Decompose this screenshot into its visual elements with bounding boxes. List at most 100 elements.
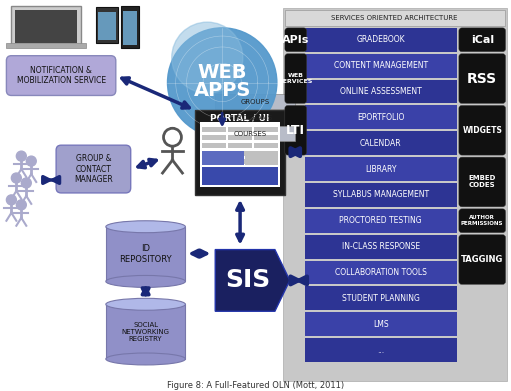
- Circle shape: [7, 195, 16, 205]
- Text: AUTHOR
PERMISSIONS: AUTHOR PERMISSIONS: [461, 215, 503, 226]
- Bar: [254, 159, 278, 164]
- Bar: [305, 106, 457, 129]
- Bar: [305, 209, 457, 233]
- Text: NOTIFICATION &
MOBILIZATION SERVICE: NOTIFICATION & MOBILIZATION SERVICE: [16, 66, 106, 85]
- Bar: [285, 10, 504, 26]
- Circle shape: [11, 173, 21, 183]
- Circle shape: [16, 151, 26, 161]
- Text: GROUPS: GROUPS: [241, 99, 270, 105]
- Text: CALENDAR: CALENDAR: [360, 139, 402, 148]
- Text: IN-CLASS RESPONSE: IN-CLASS RESPONSE: [342, 242, 420, 251]
- Text: COURSES: COURSES: [234, 131, 267, 137]
- FancyBboxPatch shape: [285, 54, 307, 103]
- Bar: [228, 151, 252, 156]
- Bar: [215, 95, 295, 109]
- Text: WIDGETS: WIDGETS: [462, 126, 502, 135]
- Text: SOCIAL
NETWORKING
REGISTRY: SOCIAL NETWORKING REGISTRY: [122, 322, 170, 342]
- Bar: [202, 167, 278, 185]
- Text: CONTENT MANAGEMENT: CONTENT MANAGEMENT: [334, 61, 428, 70]
- Bar: [202, 127, 226, 132]
- Bar: [254, 143, 278, 148]
- Text: PROGRAMS: PROGRAMS: [233, 115, 272, 121]
- Bar: [210, 110, 295, 125]
- Polygon shape: [215, 249, 290, 311]
- Bar: [305, 54, 457, 77]
- Text: COLLABORATION TOOLS: COLLABORATION TOOLS: [335, 268, 427, 277]
- FancyBboxPatch shape: [459, 157, 505, 207]
- Bar: [202, 151, 244, 165]
- Bar: [123, 11, 136, 45]
- FancyBboxPatch shape: [459, 54, 505, 103]
- Bar: [228, 159, 252, 164]
- Text: Figure 8: A Full-Featured OLN (Mott, 2011): Figure 8: A Full-Featured OLN (Mott, 201…: [167, 381, 344, 390]
- Bar: [254, 167, 278, 172]
- Bar: [245, 151, 278, 165]
- Circle shape: [16, 200, 26, 210]
- Bar: [305, 157, 457, 181]
- Bar: [305, 183, 457, 207]
- Ellipse shape: [106, 298, 185, 310]
- Text: iCal: iCal: [471, 35, 494, 45]
- Text: LIBRARY: LIBRARY: [365, 165, 397, 174]
- FancyBboxPatch shape: [56, 145, 131, 193]
- Bar: [15, 10, 77, 43]
- Bar: [98, 12, 116, 40]
- Bar: [121, 6, 138, 48]
- Bar: [205, 126, 295, 141]
- Text: WEB
SERVICES: WEB SERVICES: [278, 73, 313, 84]
- Circle shape: [26, 156, 36, 166]
- Text: EPORTFOLIO: EPORTFOLIO: [357, 113, 405, 122]
- Bar: [228, 135, 252, 140]
- Text: STUDENT PLANNING: STUDENT PLANNING: [342, 294, 420, 303]
- FancyBboxPatch shape: [459, 106, 505, 155]
- Text: PROCTORED TESTING: PROCTORED TESTING: [339, 216, 422, 225]
- Bar: [11, 6, 81, 46]
- Bar: [305, 312, 457, 336]
- Bar: [283, 8, 506, 381]
- Bar: [228, 167, 252, 172]
- Bar: [305, 235, 457, 258]
- Bar: [202, 135, 226, 140]
- Ellipse shape: [106, 221, 185, 233]
- Text: LMS: LMS: [373, 320, 388, 329]
- Text: SERVICES ORIENTED ARCHITECTURE: SERVICES ORIENTED ARCHITECTURE: [332, 15, 458, 21]
- Bar: [202, 167, 226, 172]
- FancyBboxPatch shape: [459, 235, 505, 284]
- Text: APPS: APPS: [194, 81, 251, 100]
- Bar: [254, 127, 278, 132]
- Text: EMBED
CODES: EMBED CODES: [469, 176, 496, 188]
- Text: GROUP &
CONTACT
MANAGER: GROUP & CONTACT MANAGER: [74, 154, 113, 184]
- Text: APIs: APIs: [282, 35, 310, 45]
- FancyBboxPatch shape: [459, 209, 505, 233]
- Circle shape: [21, 178, 31, 188]
- Bar: [305, 28, 457, 52]
- Bar: [96, 7, 118, 43]
- Circle shape: [168, 28, 277, 137]
- Text: GRADEBOOK: GRADEBOOK: [357, 35, 405, 44]
- Bar: [202, 159, 226, 164]
- FancyBboxPatch shape: [285, 28, 307, 52]
- Bar: [202, 143, 226, 148]
- FancyBboxPatch shape: [7, 56, 116, 95]
- Text: ...: ...: [377, 346, 384, 355]
- Text: TAGGING: TAGGING: [461, 255, 503, 264]
- Bar: [106, 227, 185, 282]
- Text: SIS: SIS: [225, 268, 270, 292]
- Circle shape: [172, 22, 243, 93]
- Text: LTI: LTI: [286, 124, 305, 137]
- Text: WEB: WEB: [197, 63, 247, 82]
- Bar: [305, 131, 457, 155]
- Bar: [202, 151, 226, 156]
- Ellipse shape: [106, 275, 185, 287]
- Bar: [195, 110, 285, 195]
- Ellipse shape: [106, 353, 185, 365]
- Bar: [228, 143, 252, 148]
- Bar: [305, 338, 457, 362]
- Text: PORTAL / UI: PORTAL / UI: [211, 114, 270, 123]
- FancyBboxPatch shape: [459, 28, 505, 52]
- Text: RSS: RSS: [467, 72, 497, 86]
- Bar: [305, 286, 457, 310]
- Bar: [305, 79, 457, 103]
- Bar: [254, 135, 278, 140]
- Bar: [200, 122, 280, 187]
